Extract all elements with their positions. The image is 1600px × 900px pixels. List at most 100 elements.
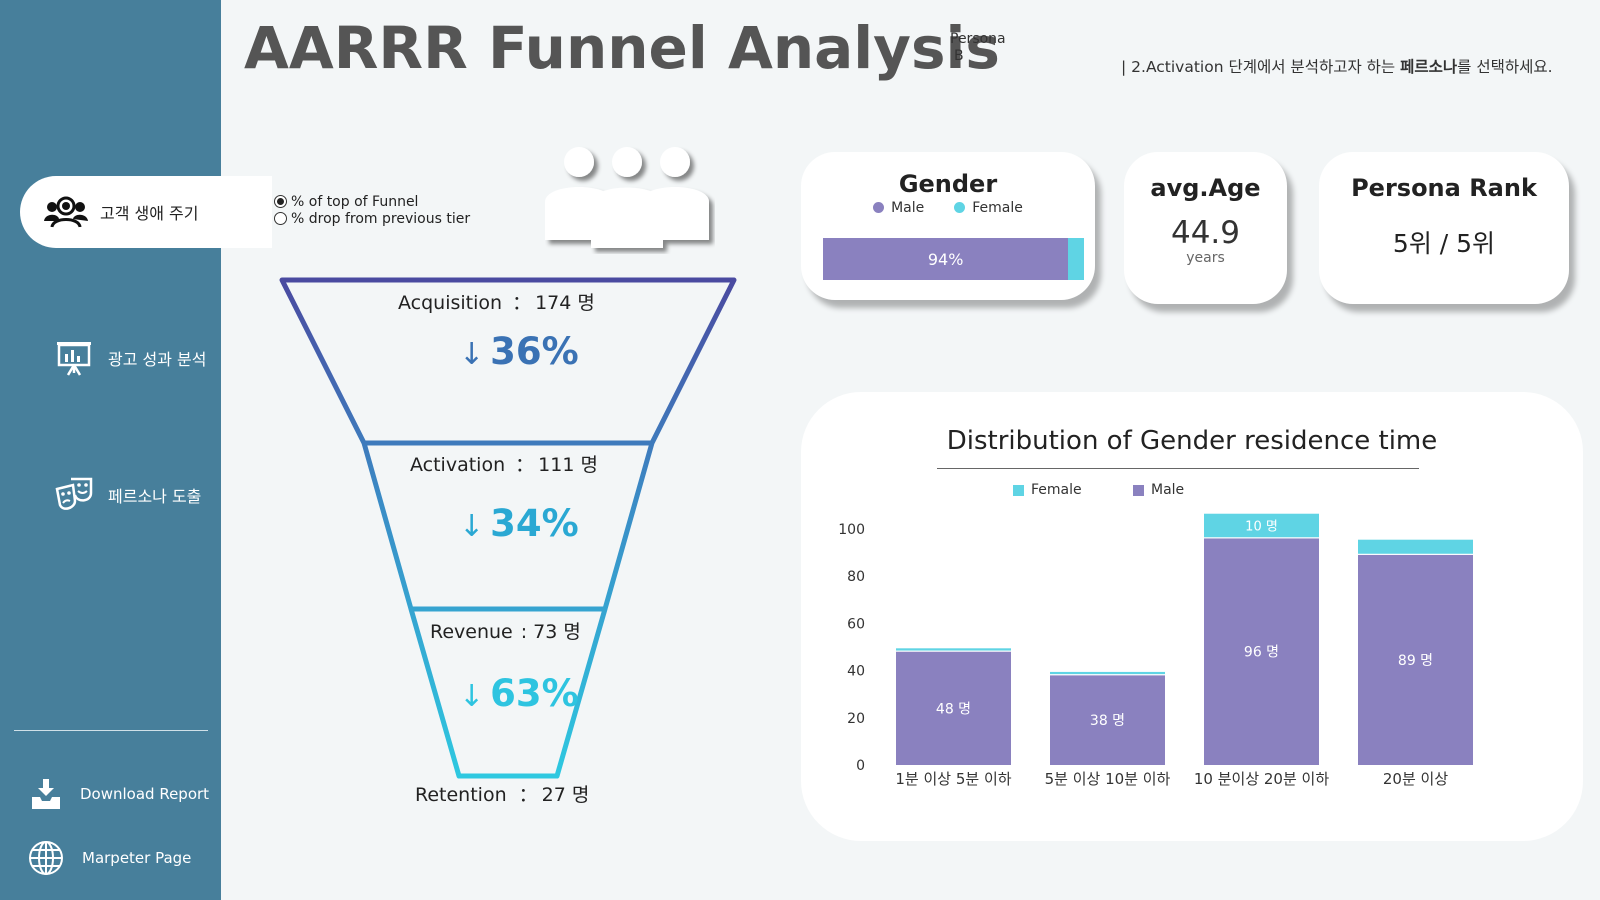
sidebar-item-label: Download Report — [80, 785, 210, 803]
bar-male — [1204, 538, 1319, 765]
chart-title-underline — [937, 468, 1419, 469]
sidebar-item-customer-lifecycle[interactable]: 고객 생애 주기 — [20, 176, 272, 248]
down-arrow-icon: ↓ — [459, 509, 485, 544]
persona-selector-label: Persona — [950, 31, 1006, 47]
bar-male — [1358, 554, 1473, 765]
bar-male — [1050, 675, 1165, 765]
stage-pct-value: 36% — [490, 330, 579, 373]
stage-count: 73 명 — [533, 621, 581, 643]
stage-name: Acquisition — [398, 292, 503, 314]
funnel-stage-retention: Retention ： 27 명 — [415, 780, 589, 807]
chart-legend-female: Female — [1013, 482, 1082, 498]
stage-count: 174 명 — [535, 292, 595, 314]
male-dot-icon — [873, 202, 885, 213]
stage-count: 111 명 — [538, 454, 598, 476]
presentation-chart-icon — [52, 340, 96, 376]
residence-time-chart-card: Distribution of Gender residence time Fe… — [801, 392, 1583, 841]
funnel-stage-acquisition: Acquisition ： 174 명 — [398, 288, 595, 315]
sidebar: 고객 생애 주기 광고 성과 분석 페르소나 — [0, 0, 272, 900]
gender-card: Gender Male Female 94% — [801, 152, 1095, 300]
sidebar-item-label: Marpeter Page — [82, 849, 192, 867]
sidebar-item-label: 고객 생애 주기 — [100, 204, 199, 223]
legend-female: Female — [954, 200, 1023, 216]
marpeter-page-link[interactable]: Marpeter Page — [28, 840, 191, 876]
persona-selector-value: B — [954, 48, 964, 64]
funnel-stage-revenue: Revenue:73 명 — [430, 617, 581, 644]
chart-title: Distribution of Gender residence time — [946, 426, 1438, 456]
stacked-bar-chart: 0 20 40 60 80 100 48 명 1분 이상 5분 이하 38 명 5분 이상 10분… — [838, 513, 1473, 788]
sidebar-divider — [14, 730, 208, 731]
legend-male: Male — [873, 200, 924, 216]
sidebar-item-ad-performance[interactable]: 광고 성과 분석 — [52, 340, 207, 376]
theater-masks-icon — [52, 477, 96, 513]
legend-swatch-male — [1133, 484, 1144, 496]
radio-label: % drop from previous tier — [291, 210, 471, 227]
radio-label: % of top of Funnel — [291, 193, 419, 210]
x-tick-label: 10 분이상 20분 이하 — [1194, 770, 1329, 788]
legend-swatch-female — [1013, 484, 1024, 496]
y-tick-label: 40 — [847, 664, 865, 680]
gender-bar-label: 94% — [927, 249, 964, 269]
instruction-bold: 페르소나 — [1400, 58, 1458, 76]
chart-legend-male: Male — [1133, 482, 1184, 498]
radio-selected-icon — [274, 195, 287, 208]
bar-value-label-male: 48 명 — [936, 701, 971, 717]
persona-selector[interactable]: Persona B — [950, 31, 1006, 65]
sidebar-item-persona[interactable]: 페르소나 도출 — [52, 477, 201, 513]
down-arrow-icon: ↓ — [459, 679, 485, 714]
stage-separator: ： — [518, 784, 538, 806]
people-group-icon — [545, 142, 715, 258]
bar-value-label-male: 89 명 — [1398, 653, 1433, 669]
download-report-button[interactable]: Download Report — [28, 776, 209, 812]
gender-legend: Male Female — [801, 200, 1095, 216]
radio-drop-previous-tier[interactable]: % drop from previous tier — [274, 210, 470, 227]
radio-unselected-icon — [274, 212, 287, 225]
funnel-pct-activation: ↓ 34% — [459, 502, 579, 545]
legend-label: Male — [1151, 482, 1185, 498]
down-arrow-icon: ↓ — [459, 337, 485, 372]
y-tick-label: 60 — [847, 616, 865, 632]
y-tick-label: 80 — [847, 569, 865, 585]
sidebar-item-label: 광고 성과 분석 — [108, 350, 207, 369]
bar-male — [896, 651, 1011, 765]
y-tick-label: 0 — [856, 758, 865, 774]
persona-rank-value: 5위 / 5위 — [1392, 229, 1496, 258]
stage-name: Revenue — [430, 621, 513, 643]
legend-label: Female — [1031, 482, 1082, 498]
bar-value-label-male: 96 명 — [1244, 645, 1279, 661]
instruction-suffix: 를 선택하세요. — [1457, 58, 1553, 76]
stage-separator: : — [520, 621, 528, 643]
page-title: AARRR Funnel Analysis — [244, 14, 1000, 82]
stage-pct-value: 63% — [490, 672, 579, 715]
persona-rank-card: Persona Rank 5위 / 5위 — [1319, 152, 1569, 304]
avg-age-unit: years — [1186, 250, 1225, 266]
avg-age-value: 44.9 — [1170, 215, 1241, 251]
funnel-pct-revenue: ↓ 63% — [459, 672, 579, 715]
stage-name: Activation — [410, 454, 506, 476]
persona-rank-title: Persona Rank — [1351, 174, 1537, 202]
x-tick-label: 20분 이상 — [1383, 770, 1448, 788]
funnel-pct-acquisition: ↓ 36% — [459, 330, 579, 373]
stage-name: Retention — [415, 784, 507, 806]
stage-count: 27 명 — [541, 784, 590, 806]
stage-separator: ： — [512, 292, 532, 314]
y-tick-label: 100 — [838, 522, 865, 538]
legend-male-label: Male — [891, 200, 925, 216]
bar-female — [1358, 539, 1473, 554]
x-tick-label: 1분 이상 5분 이하 — [895, 770, 1011, 788]
legend-female-label: Female — [972, 200, 1023, 216]
bar-female — [896, 648, 1011, 651]
female-dot-icon — [954, 202, 966, 213]
radio-top-of-funnel[interactable]: % of top of Funnel — [274, 193, 470, 210]
funnel-mode-radio-group: % of top of Funnel % drop from previous … — [274, 193, 470, 227]
bar-female — [1050, 671, 1165, 675]
avg-age-card: avg.Age 44.9 years — [1124, 152, 1287, 304]
customers-icon — [44, 194, 88, 230]
bar-value-label-male: 38 명 — [1090, 713, 1125, 729]
x-tick-label: 5분 이상 10분 이하 — [1045, 770, 1171, 788]
instruction-prefix: | 2.Activation 단계에서 분석하고자 하는 — [1121, 58, 1401, 76]
stage-pct-value: 34% — [490, 502, 579, 545]
bar-value-label-female: 10 명 — [1245, 520, 1278, 535]
stage-separator: ： — [515, 454, 535, 476]
y-tick-label: 20 — [847, 711, 865, 727]
